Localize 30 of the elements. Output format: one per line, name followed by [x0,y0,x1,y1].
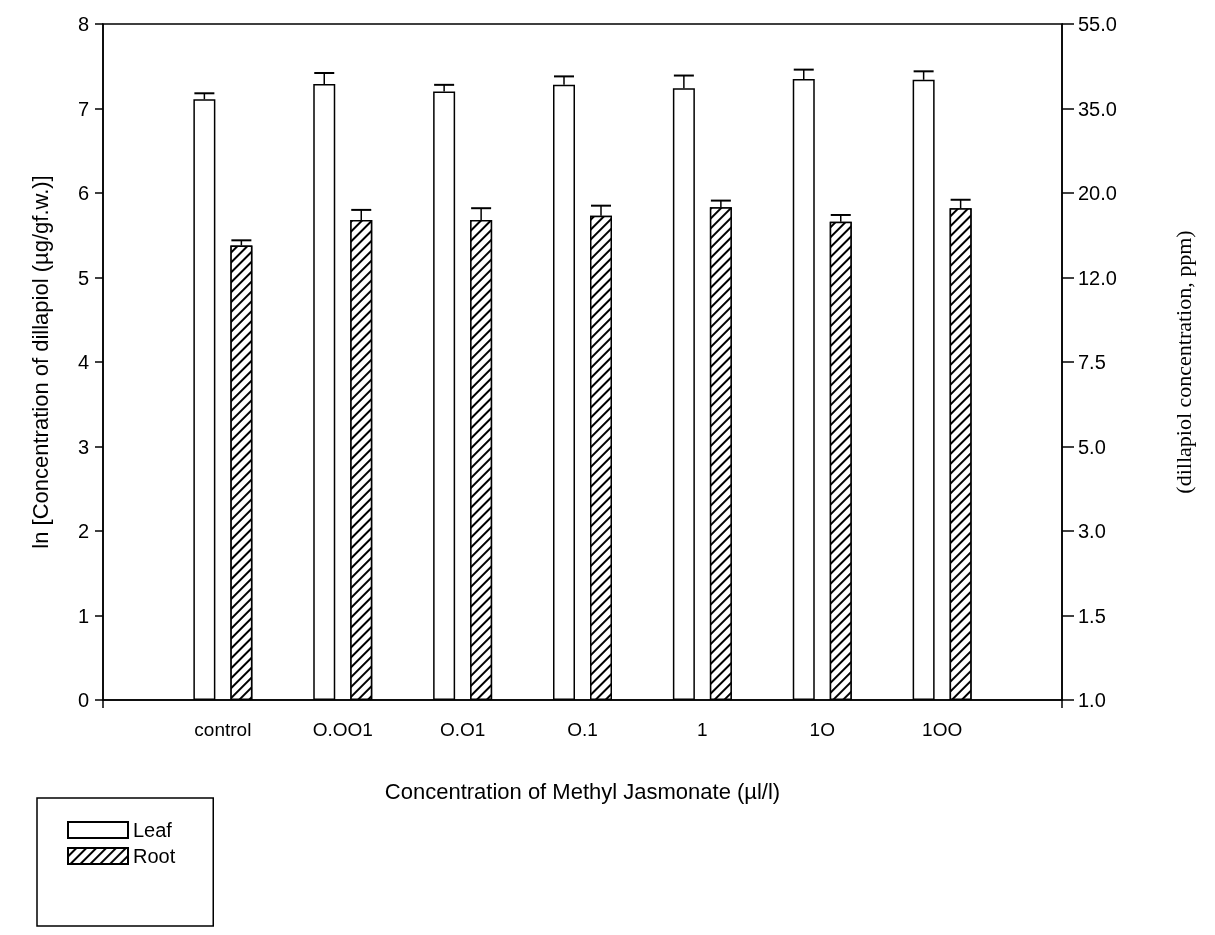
category-label: 7.5 [1078,351,1106,373]
y2-axis-title: (dillapiol concentration, ppm) [1170,230,1196,494]
x-tick-label: control [194,719,252,740]
y-tick-label: 7 [77,97,89,120]
legend-label: Root [133,845,176,867]
x-tick-label: 1 [697,719,708,740]
y-tick-label: 3 [77,435,89,458]
category-label: 1.5 [1078,604,1106,627]
category-label: 5.0 [1078,435,1106,458]
x-tick-label: O.OO1 [312,719,373,740]
category-label: 20.0 [1078,182,1117,204]
y-tick-label: 8 [77,13,89,35]
x-tick-label: 1O [809,719,835,740]
y-tick-label: 0 [77,689,89,711]
y-tick-label: 2 [77,520,89,542]
y-axis-title: ln [Concentration of dillapiol (µg/gf.w.)] [27,175,53,549]
category-label: 35.0 [1078,97,1117,120]
y-tick-label: 6 [77,182,89,204]
category-label: 12.0 [1078,266,1117,289]
y-tick-label: 4 [77,351,89,373]
y-tick-label: 1 [77,604,89,627]
category-label: 1.0 [1078,689,1106,711]
x-tick-label: 1OO [922,719,963,740]
category-label: 55.0 [1078,13,1117,35]
y-tick-label: 5 [77,266,89,289]
legend-label: Leaf [133,819,173,841]
x-tick-label: O.O1 [439,719,486,740]
x-axis-title: Concentration of Methyl Jasmonate (µl/l) [384,778,781,804]
x-tick-label: O.1 [567,719,598,740]
category-label: 3.0 [1078,520,1106,542]
